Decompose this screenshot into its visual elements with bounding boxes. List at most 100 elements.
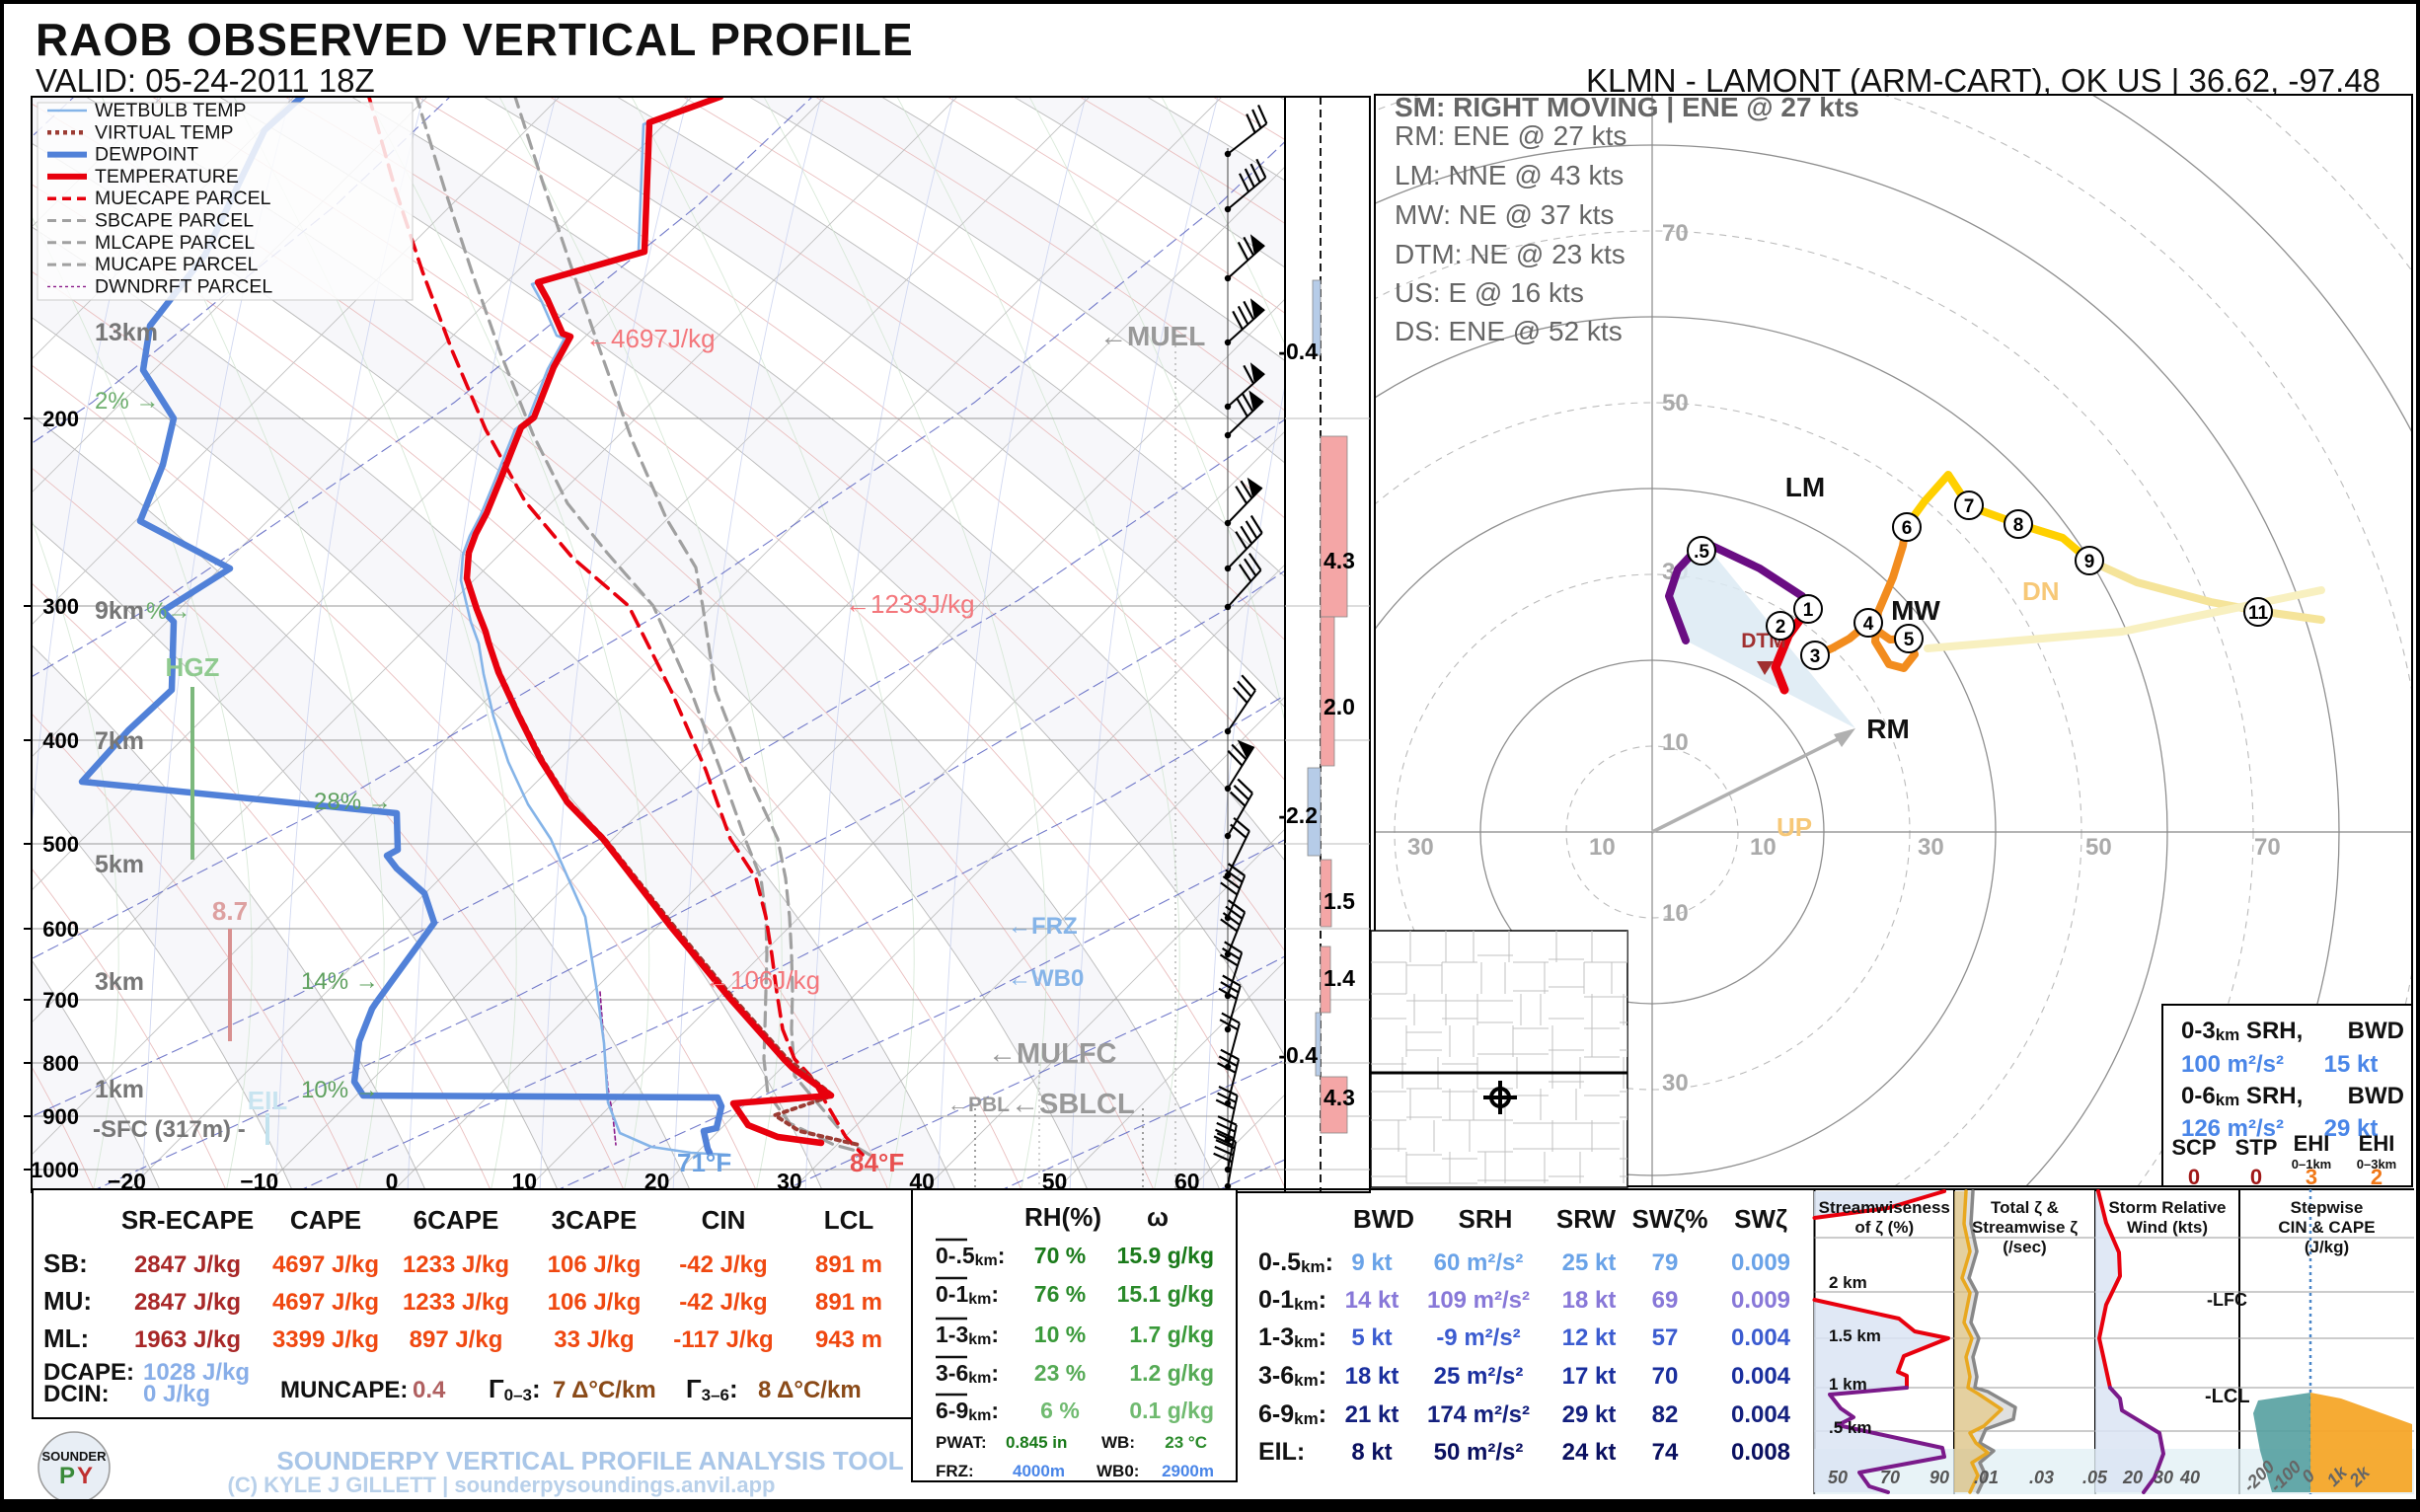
svg-text:Total ζ &: Total ζ &	[1991, 1198, 2059, 1217]
svg-text:6: 6	[1902, 518, 1913, 539]
svg-text:SR-ECAPE: SR-ECAPE	[121, 1205, 254, 1235]
svg-text:2: 2	[1776, 617, 1786, 638]
svg-text:SM: RIGHT MOVING | ENE @ 27 kt: SM: RIGHT MOVING | ENE @ 27 kts	[1395, 92, 1859, 122]
svg-text:8 kt: 8 kt	[1351, 1439, 1392, 1466]
svg-text:30: 30	[1407, 834, 1434, 861]
svg-text:WB0:: WB0:	[1097, 1462, 1139, 1480]
svg-text:0: 0	[2188, 1165, 2200, 1189]
svg-text:LM: NNE @ 43 kts: LM: NNE @ 43 kts	[1395, 160, 1624, 190]
svg-text:STP: STP	[2235, 1135, 2278, 1160]
svg-text:DS: ENE @ 52 kts: DS: ENE @ 52 kts	[1395, 316, 1623, 346]
svg-text:←4697J/kg: ←4697J/kg	[585, 324, 716, 353]
svg-text:2847 J/kg: 2847 J/kg	[134, 1251, 241, 1278]
svg-text:DTM: NE @ 23 kts: DTM: NE @ 23 kts	[1395, 239, 1626, 269]
svg-text:891 m: 891 m	[815, 1289, 882, 1316]
svg-text:SOUNDERPY VERTICAL PROFILE ANA: SOUNDERPY VERTICAL PROFILE ANALYSIS TOOL	[276, 1446, 903, 1475]
svg-text:70 %: 70 %	[1034, 1243, 1086, 1268]
svg-text:.01: .01	[1974, 1468, 1999, 1487]
svg-text:CIN: CIN	[702, 1205, 746, 1235]
svg-text:MW: MW	[1891, 595, 1940, 626]
svg-text:BWD: BWD	[2348, 1083, 2404, 1109]
svg-text:-SFC (317m) -: -SFC (317m) -	[93, 1116, 246, 1143]
svg-text:71°F: 71°F	[677, 1148, 731, 1177]
svg-text:1028 J/kg: 1028 J/kg	[143, 1359, 250, 1386]
svg-text:69: 69	[1652, 1287, 1679, 1314]
svg-text:25 kt: 25 kt	[1562, 1249, 1617, 1276]
svg-text:30: 30	[2154, 1468, 2173, 1487]
svg-text:Stepwise: Stepwise	[2291, 1198, 2364, 1217]
svg-text:21 kt: 21 kt	[1345, 1401, 1399, 1428]
svg-text:76 %: 76 %	[1034, 1281, 1086, 1307]
svg-text:SWζ%: SWζ%	[1632, 1204, 1708, 1234]
svg-text:←PBL: ←PBL	[947, 1094, 1010, 1116]
svg-text:400: 400	[42, 728, 79, 753]
svg-text:MW: NE @ 37 kts: MW: NE @ 37 kts	[1395, 199, 1614, 230]
svg-text:KLMN - LAMONT (ARM-CART), OK U: KLMN - LAMONT (ARM-CART), OK US | 36.62,…	[1586, 62, 2381, 99]
svg-text:←SBLCL: ←SBLCL	[1011, 1089, 1135, 1120]
svg-text:WETBULB TEMP: WETBULB TEMP	[95, 100, 247, 121]
svg-text:SWζ: SWζ	[1734, 1204, 1787, 1234]
svg-text:RH(%): RH(%)	[1024, 1202, 1101, 1232]
svg-text:70: 70	[1652, 1363, 1679, 1390]
svg-text:0 J/kg: 0 J/kg	[143, 1381, 210, 1407]
svg-text:84°F: 84°F	[850, 1148, 904, 1177]
svg-text:DCIN:: DCIN:	[43, 1381, 110, 1407]
svg-text:0.845 in: 0.845 in	[1006, 1433, 1067, 1452]
svg-text:10% →: 10% →	[301, 1077, 379, 1103]
svg-text:BWD: BWD	[1353, 1204, 1414, 1234]
svg-text:17 kt: 17 kt	[1562, 1363, 1617, 1390]
svg-text:MUECAPE PARCEL: MUECAPE PARCEL	[95, 188, 271, 209]
svg-text:←WB0: ←WB0	[1008, 965, 1084, 992]
svg-text:4: 4	[1863, 614, 1874, 635]
svg-text:←1233J/kg: ←1233J/kg	[845, 589, 975, 619]
svg-text:11: 11	[2248, 603, 2269, 624]
svg-text:-0.4: -0.4	[1278, 1042, 1318, 1068]
svg-text:%→: %→	[146, 598, 190, 625]
svg-text:2 km: 2 km	[1829, 1273, 1867, 1292]
svg-text:79: 79	[1652, 1249, 1679, 1276]
svg-text:-2.2: -2.2	[1278, 802, 1318, 828]
svg-text:1.5 km: 1.5 km	[1829, 1326, 1881, 1345]
svg-text:943 m: 943 m	[815, 1326, 882, 1353]
svg-text:300: 300	[42, 594, 79, 619]
svg-text:WB:: WB:	[1101, 1433, 1135, 1452]
svg-text:30: 30	[1918, 834, 1944, 861]
svg-text:0.009: 0.009	[1731, 1249, 1790, 1276]
svg-text:EIL:: EIL:	[1258, 1438, 1305, 1466]
svg-text:29 kt: 29 kt	[1562, 1401, 1617, 1428]
svg-text:4.3: 4.3	[1323, 548, 1355, 573]
svg-text:EHI: EHI	[2359, 1131, 2395, 1156]
svg-text:33 J/kg: 33 J/kg	[554, 1326, 634, 1353]
svg-text:82: 82	[1652, 1401, 1679, 1428]
svg-text:4697 J/kg: 4697 J/kg	[272, 1289, 379, 1316]
svg-text:Storm Relative: Storm Relative	[2108, 1198, 2226, 1217]
svg-text:-LFC: -LFC	[2207, 1290, 2247, 1310]
svg-text:0-6km SRH,: 0-6km SRH,	[2181, 1083, 2303, 1109]
svg-text:10: 10	[1589, 834, 1616, 861]
svg-text:57: 57	[1652, 1324, 1679, 1351]
svg-text:10: 10	[1750, 834, 1777, 861]
svg-text:8.7: 8.7	[212, 896, 248, 926]
svg-text:5 kt: 5 kt	[1351, 1324, 1392, 1351]
svg-text:4000m: 4000m	[1013, 1462, 1065, 1480]
svg-text:8 Δ°C/km: 8 Δ°C/km	[758, 1377, 862, 1403]
svg-text:800: 800	[42, 1051, 79, 1076]
svg-text:50: 50	[2085, 834, 2112, 861]
svg-text:5km: 5km	[95, 851, 144, 878]
svg-text:MU:: MU:	[43, 1286, 92, 1316]
svg-text:1 km: 1 km	[1829, 1375, 1867, 1394]
svg-text:106 J/kg: 106 J/kg	[548, 1289, 642, 1316]
svg-text:←MUEL: ←MUEL	[1099, 321, 1205, 351]
svg-text:700: 700	[42, 988, 79, 1013]
svg-text:13km: 13km	[95, 319, 158, 346]
svg-text:BWD: BWD	[2348, 1018, 2404, 1044]
svg-text:MUNCAPE:: MUNCAPE:	[280, 1377, 408, 1403]
svg-text:7: 7	[1964, 496, 1975, 517]
svg-text:9km: 9km	[95, 597, 144, 625]
svg-text:2: 2	[2371, 1165, 2382, 1189]
svg-text:2.0: 2.0	[1323, 694, 1355, 719]
svg-text:P: P	[59, 1463, 75, 1489]
svg-text:.03: .03	[2029, 1468, 2054, 1487]
svg-text:100 m²/s²: 100 m²/s²	[2181, 1051, 2284, 1078]
svg-text:0–3km: 0–3km	[2357, 1157, 2396, 1172]
